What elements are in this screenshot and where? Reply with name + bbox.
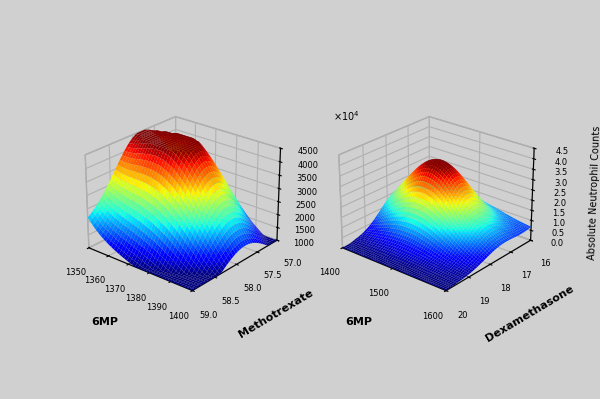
Y-axis label: Methotrexate: Methotrexate: [237, 288, 316, 340]
X-axis label: 6MP: 6MP: [91, 316, 118, 327]
Y-axis label: Dexamethasone: Dexamethasone: [484, 284, 576, 344]
X-axis label: 6MP: 6MP: [345, 316, 372, 327]
Text: $\times 10^4$: $\times 10^4$: [333, 109, 359, 123]
